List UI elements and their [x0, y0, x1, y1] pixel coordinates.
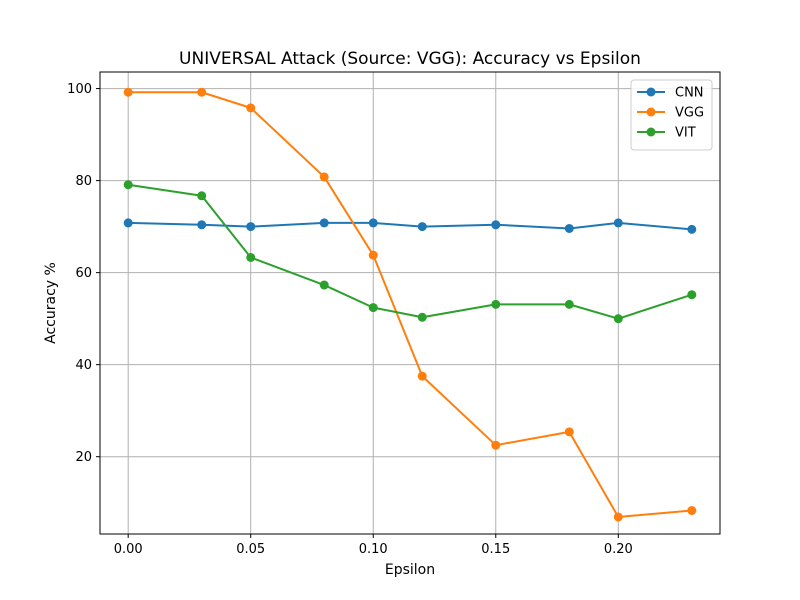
- y-tick-label: 40: [75, 358, 92, 373]
- series-vgg: [123, 87, 697, 522]
- data-point: [246, 252, 256, 262]
- x-tick-label: 0.10: [359, 542, 388, 557]
- legend-label: CNN: [675, 86, 704, 101]
- data-point: [197, 191, 207, 201]
- data-point: [564, 299, 574, 309]
- data-point: [687, 224, 697, 234]
- data-point: [613, 512, 623, 522]
- data-point: [613, 218, 623, 228]
- data-point: [687, 290, 697, 300]
- data-point: [319, 280, 329, 290]
- data-point: [319, 172, 329, 182]
- data-point: [417, 222, 427, 232]
- data-point: [491, 220, 501, 230]
- chart-title: UNIVERSAL Attack (Source: VGG): Accuracy…: [179, 49, 641, 69]
- legend-marker: [646, 127, 656, 137]
- y-tick-label: 80: [75, 174, 92, 189]
- x-axis-label: Epsilon: [385, 562, 435, 578]
- x-tick-label: 0.20: [604, 542, 633, 557]
- x-tick-label: 0.05: [236, 542, 265, 557]
- data-point: [197, 87, 207, 97]
- data-point: [491, 440, 501, 450]
- data-point: [687, 506, 697, 516]
- data-point: [197, 220, 207, 230]
- data-point: [368, 250, 378, 260]
- legend-label: VGG: [675, 106, 704, 121]
- series-line: [128, 91, 692, 518]
- x-tick-label: 0.15: [481, 542, 510, 557]
- data-point: [417, 312, 427, 322]
- x-axis-ticks: 0.00 0.05 0.10 0.15 0.20: [114, 534, 633, 557]
- x-tick-label: 0.00: [114, 542, 143, 557]
- data-point: [246, 103, 256, 113]
- data-point: [564, 427, 574, 437]
- data-point: [246, 222, 256, 232]
- data-point: [319, 218, 329, 228]
- y-tick-label: 100: [67, 82, 92, 97]
- series-line: [128, 183, 693, 320]
- legend-marker: [646, 107, 656, 117]
- data-point: [417, 371, 427, 381]
- data-point: [368, 303, 378, 313]
- data-point: [613, 314, 623, 324]
- legend-item-cnn: CNN: [637, 86, 704, 101]
- legend: CNN VGG VIT: [630, 79, 713, 151]
- legend-item-vgg: VGG: [637, 106, 704, 121]
- series-layer: [123, 87, 697, 522]
- legend-marker: [646, 87, 656, 97]
- y-axis-ticks: 20 40 60 80 100: [67, 82, 100, 465]
- plot-frame: [99, 71, 721, 535]
- data-point: [368, 218, 378, 228]
- y-tick-label: 20: [75, 450, 92, 465]
- grid-lines: [100, 72, 720, 534]
- data-point: [123, 87, 133, 97]
- data-point: [491, 299, 501, 309]
- data-point: [123, 180, 133, 190]
- legend-label: VIT: [675, 126, 696, 141]
- y-tick-label: 60: [75, 266, 92, 281]
- legend-item-vit: VIT: [637, 126, 696, 141]
- data-point: [564, 223, 574, 233]
- y-axis-label: Accuracy %: [43, 262, 59, 344]
- data-point: [123, 218, 133, 228]
- series-vit: [123, 180, 697, 324]
